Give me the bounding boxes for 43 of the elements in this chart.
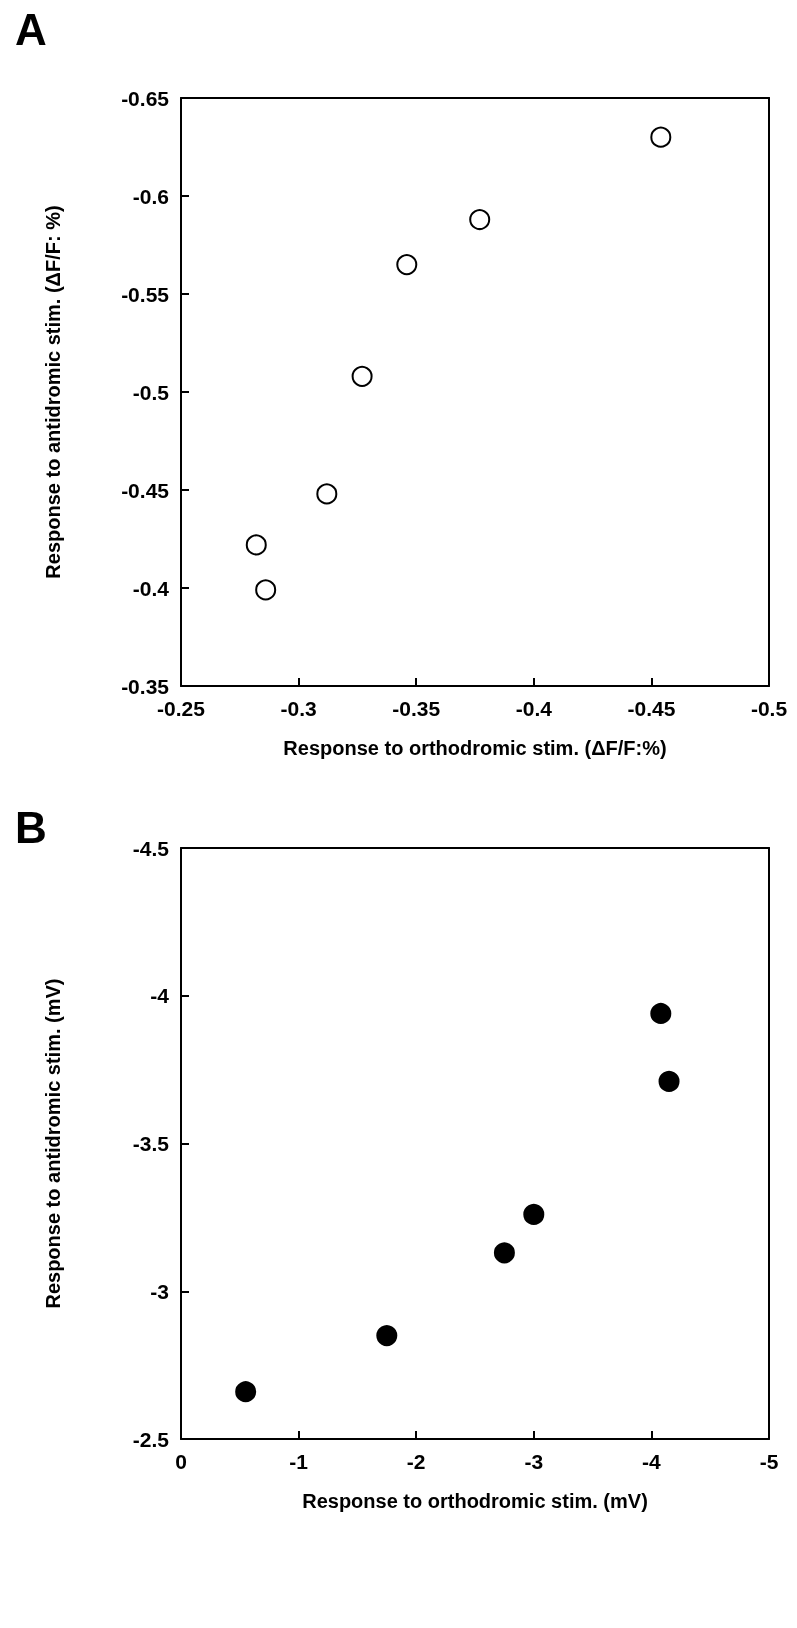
y-tick-label: -4.5	[132, 836, 170, 860]
x-tick-label: -4	[642, 1450, 662, 1473]
y-axis-title: Response to antidromic stim. (mV)	[42, 978, 64, 1309]
y-tick-label: -3	[150, 1279, 169, 1303]
point	[235, 1381, 257, 1403]
chart-title: A	[15, 4, 47, 54]
x-tick-label: 0	[175, 1450, 187, 1473]
y-tick-label: -4	[150, 984, 170, 1008]
x-tick-label: -3	[524, 1450, 544, 1473]
point	[245, 534, 267, 556]
point	[316, 483, 338, 505]
point	[255, 579, 277, 601]
x-tick-label: -0.4	[515, 697, 553, 720]
x-tick-label: -0.5	[750, 697, 788, 720]
point	[351, 365, 373, 387]
y-tick-label: -0.6	[132, 184, 169, 208]
point	[650, 1002, 672, 1024]
x-tick-label: -2	[406, 1450, 426, 1473]
y-tick-label: -0.65	[121, 86, 170, 110]
point	[396, 254, 418, 276]
x-tick-label: -0.25	[157, 697, 206, 720]
y-tick-label: -2.5	[132, 1427, 170, 1451]
x-tick-label: -0.35	[392, 697, 441, 720]
y-tick-label: -0.55	[121, 282, 170, 306]
point	[523, 1203, 545, 1225]
chart-title: B	[15, 802, 47, 852]
y-tick-label: -3.5	[132, 1132, 170, 1155]
point	[376, 1325, 398, 1347]
y-tick-label: -0.5	[132, 380, 170, 404]
x-tick-label: -5	[759, 1450, 779, 1473]
x-tick-label: -0.3	[280, 697, 317, 720]
x-tick-label: -1	[289, 1450, 309, 1473]
point	[493, 1242, 515, 1264]
y-tick-label: -0.45	[121, 478, 170, 502]
x-axis-title: Response to orthodromic stim. (mV)	[302, 1490, 648, 1512]
x-tick-label: -0.45	[627, 697, 676, 720]
x-axis-title: Response to orthodromic stim. (ΔF/F:%)	[283, 737, 667, 759]
point	[650, 126, 672, 148]
point	[469, 209, 491, 231]
point	[658, 1070, 680, 1092]
y-tick-label: -0.35	[121, 674, 170, 698]
y-tick-label: -0.4	[132, 576, 170, 600]
y-axis-title: Response to antidromic stim. (ΔF/F: %)	[42, 205, 64, 579]
